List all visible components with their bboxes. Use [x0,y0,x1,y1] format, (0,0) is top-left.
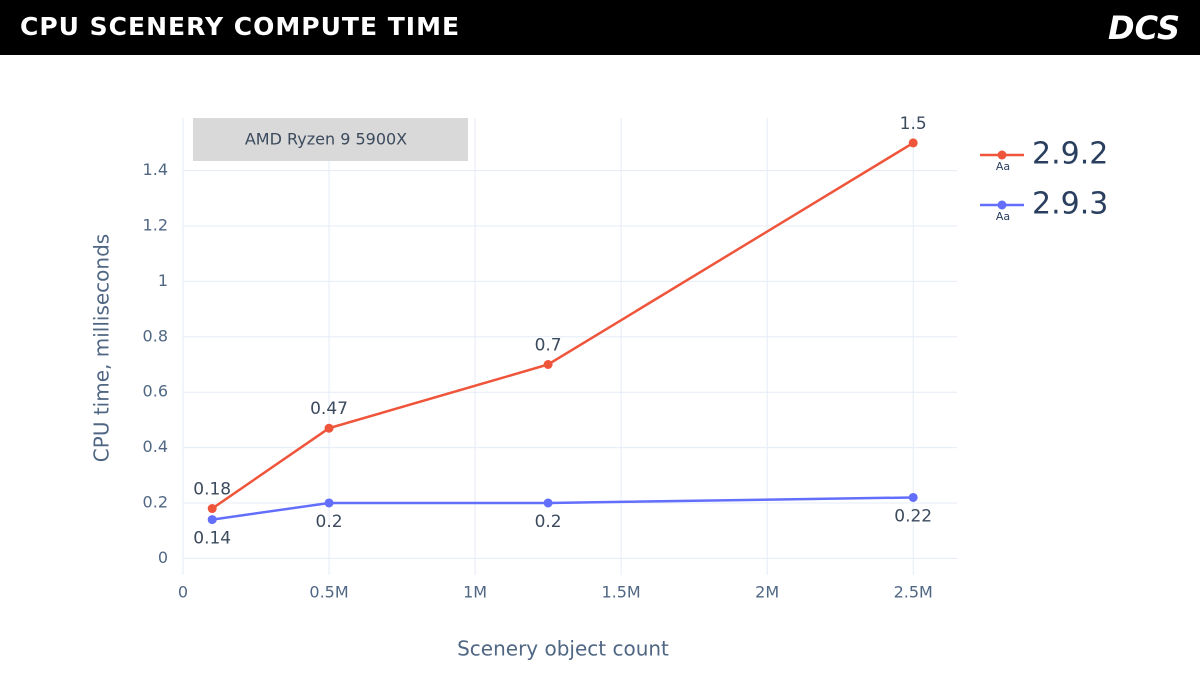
x-tick-label: 0.5M [309,583,348,602]
page-title: CPU SCENERY COMPUTE TIME [20,12,460,41]
y-tick-label: 1.4 [143,160,168,179]
x-tick-label: 2M [755,583,779,602]
y-tick-label: 0 [158,548,168,567]
annotation-box [193,118,468,161]
data-label: 0.18 [193,480,231,500]
data-label: 0.2 [535,512,562,532]
data-label: 0.22 [894,506,932,526]
data-point [543,498,553,508]
data-point [543,360,553,370]
data-point [908,138,918,148]
legend-symbol: Aa [996,210,1010,223]
legend-label: 2.9.2 [1032,137,1108,172]
logo: DCS [1108,9,1180,47]
series-line [212,496,914,521]
y-tick-label: 0.8 [143,326,168,345]
data-label: 1.5 [900,114,927,134]
data-point [908,492,918,502]
y-axis-label: CPU time, milliseconds [90,234,114,462]
y-tick-label: 0.4 [143,437,168,456]
annotation: AMD Ryzen 9 5900X [245,130,407,149]
legend-marker [997,200,1007,210]
x-tick-label: 1.5M [601,583,640,602]
y-tick-label: 1 [158,271,168,290]
data-label: 0.7 [535,336,562,356]
data-label: 0.47 [310,399,348,419]
x-tick-label: 2.5M [894,583,933,602]
series-line [211,141,914,510]
data-point [207,515,217,525]
legend-symbol: Aa [996,160,1010,173]
legend-marker [997,150,1007,160]
data-label: 0.14 [193,529,231,549]
y-tick-label: 1.2 [143,216,168,235]
data-point [324,498,334,508]
y-tick-label: 0.6 [143,382,168,401]
x-tick-label: 1M [463,583,487,602]
legend-label: 2.9.3 [1032,187,1108,222]
data-point [324,423,334,433]
data-label: 0.2 [316,512,343,532]
x-axis-label: Scenery object count [457,637,669,661]
data-point [207,504,217,514]
y-tick-label: 0.2 [143,492,168,511]
header-bar [0,0,1200,55]
x-tick-label: 0 [178,583,188,602]
